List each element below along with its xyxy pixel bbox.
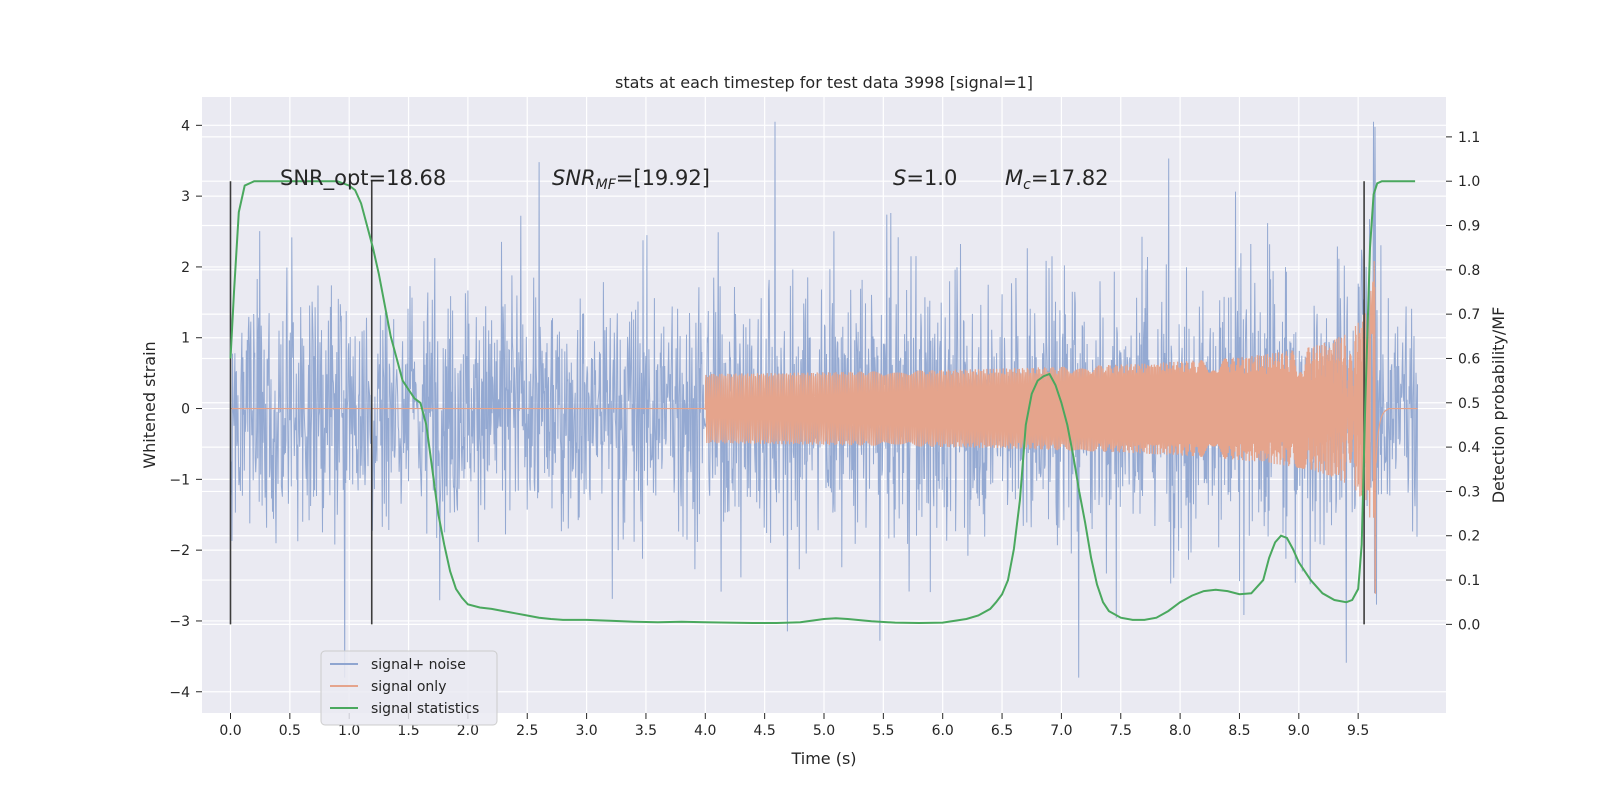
x-tick-label: 5.5 <box>872 723 894 739</box>
y-tick-label-left: 1 <box>181 331 190 347</box>
legend: signal+ noise signal only signal statist… <box>320 650 498 726</box>
annotation-mc-var: M <box>1005 166 1023 190</box>
x-tick-label: 2.0 <box>457 723 479 739</box>
y-tick-label-right: 1.1 <box>1458 130 1480 146</box>
y-tick-label-right: 0.0 <box>1458 617 1480 633</box>
x-tick-label: 0.0 <box>219 723 241 739</box>
ticks: 0.0 0.5 1.0 1.5 2.0 2.5 3.0 3.5 4.0 4.5 5.0 5.5 6.0 6… <box>169 118 1480 739</box>
x-tick-label: 6.5 <box>991 723 1013 739</box>
y-tick-label-right: 0.1 <box>1458 573 1480 589</box>
annotation-mc-value: =17.82 <box>1031 166 1109 190</box>
y-tick-label-left: 0 <box>181 402 190 418</box>
x-tick-label: 9.5 <box>1347 723 1369 739</box>
legend-label-signal: signal only <box>371 679 446 695</box>
x-tick-label: 4.0 <box>694 723 716 739</box>
x-axis-label: Time (s) <box>790 749 856 768</box>
annotation-snr-mf-value: =[19.92] <box>616 166 710 190</box>
series-signal-statistics <box>229 180 1416 625</box>
y-tick-label-right: 0.2 <box>1458 529 1480 545</box>
x-tick-label: 5.0 <box>813 723 835 739</box>
annotations: SNR_opt=18.68 SNRMF=[19.92] S=1.0 Mc=17.… <box>280 166 1109 193</box>
annotation-mc-sub: c <box>1023 177 1031 193</box>
annotation-s-var: S <box>893 166 906 190</box>
x-tick-label: 7.5 <box>1110 723 1132 739</box>
x-tick-label: 4.5 <box>754 723 776 739</box>
annotation-snr-opt: SNR_opt=18.68 <box>280 166 446 191</box>
y-tick-label-left: −4 <box>169 685 190 701</box>
x-tick-label: 3.5 <box>635 723 657 739</box>
annotation-mc: Mc=17.82 <box>1005 166 1109 193</box>
annotation-snr-mf: SNRMF=[19.92] <box>552 166 710 193</box>
y-axis-label-left: Whitened strain <box>140 341 159 468</box>
y-tick-label-left: 2 <box>181 260 190 276</box>
y-axis-label-right: Detection probability/MF <box>1489 307 1508 504</box>
x-tick-label: 9.0 <box>1288 723 1310 739</box>
x-tick-label: 8.5 <box>1228 723 1250 739</box>
x-tick-label: 3.0 <box>575 723 597 739</box>
x-tick-label: 7.0 <box>1050 723 1072 739</box>
y-tick-label-right: 1.0 <box>1458 174 1480 190</box>
y-tick-label-right: 0.4 <box>1458 440 1480 456</box>
y-tick-label-right: 0.6 <box>1458 351 1480 367</box>
y-tick-label-right: 0.8 <box>1458 263 1480 279</box>
series-signal-only <box>230 261 1418 594</box>
vertical-markers <box>229 181 1365 625</box>
x-tick-label: 1.5 <box>397 723 419 739</box>
annotation-snr-mf-base: SNR <box>552 166 596 190</box>
y-tick-label-left: 3 <box>181 189 190 205</box>
legend-label-stat: signal statistics <box>371 701 479 717</box>
x-tick-label: 6.0 <box>932 723 954 739</box>
y-tick-label-left: −3 <box>169 614 190 630</box>
legend-box <box>320 650 498 726</box>
line-signal-only <box>230 261 1418 594</box>
x-tick-label: 2.5 <box>516 723 538 739</box>
y-tick-label-left: 4 <box>181 118 190 134</box>
x-tick-label: 1.0 <box>338 723 360 739</box>
x-tick-label: 8.0 <box>1169 723 1191 739</box>
annotation-s-value: =1.0 <box>906 166 957 190</box>
annotation-snr-mf-sub: MF <box>596 177 617 193</box>
x-tick-label: 0.5 <box>279 723 301 739</box>
y-tick-label-right: 0.5 <box>1458 396 1480 412</box>
legend-label-noise: signal+ noise <box>371 657 466 673</box>
annotation-s: S=1.0 <box>893 166 957 190</box>
y-tick-label-right: 0.9 <box>1458 219 1480 235</box>
y-tick-label-right: 0.3 <box>1458 484 1480 500</box>
y-tick-label-left: −2 <box>169 543 190 559</box>
y-tick-label-left: −1 <box>169 472 190 488</box>
chart-title: stats at each timestep for test data 399… <box>615 73 1033 92</box>
y-tick-label-right: 0.7 <box>1458 307 1480 323</box>
line-signal-statistics <box>229 180 1416 625</box>
